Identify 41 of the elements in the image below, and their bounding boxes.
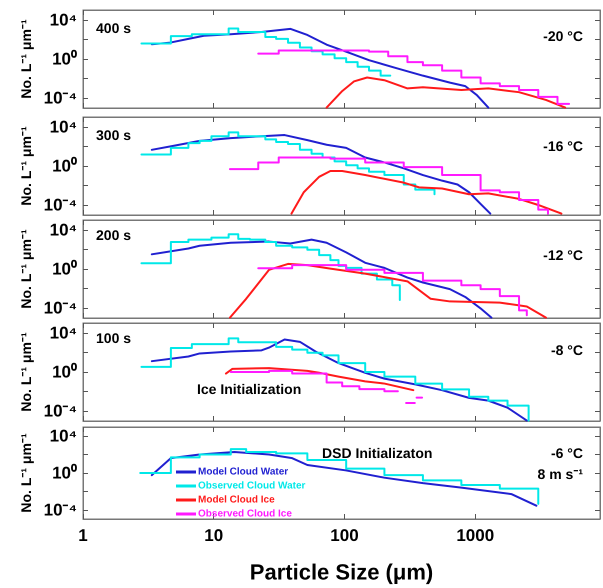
y-tick-label: 10⁰ xyxy=(52,156,77,176)
y-tick-label: 10⁻⁴ xyxy=(44,298,77,318)
y-tick-label: 10⁻⁴ xyxy=(44,500,77,520)
legend-label: Model Cloud Ice xyxy=(198,494,276,506)
y-tick-label: 10⁴ xyxy=(50,323,77,342)
y-tick-label: 10⁴ xyxy=(50,10,77,30)
y-axis-title: No. L⁻¹ μm⁻¹ xyxy=(18,229,34,309)
annotation: 400 s xyxy=(96,20,132,36)
annotation: 8 m s⁻¹ xyxy=(538,466,584,482)
annotation: -16 °C xyxy=(543,138,584,154)
x-axis-title: Particle Size (μm) xyxy=(250,560,434,584)
x-tick-label: 10 xyxy=(204,526,224,545)
y-axis-title: No. L⁻¹ μm⁻¹ xyxy=(18,433,34,513)
annotation: 300 s xyxy=(96,127,132,143)
x-tick-label: 100 xyxy=(330,526,359,545)
annotation: -8 °C xyxy=(550,342,583,358)
y-tick-label: 10⁰ xyxy=(52,260,77,278)
y-tick-label: 10⁰ xyxy=(52,362,77,382)
y-tick-label: 10⁴ xyxy=(50,426,77,446)
annotation: 200 s xyxy=(96,227,132,243)
y-tick-label: 10⁻⁴ xyxy=(44,88,77,108)
annotation: -12 °C xyxy=(543,247,584,263)
y-tick-label: 10⁰ xyxy=(52,464,77,482)
y-tick-label: 10⁻⁴ xyxy=(44,196,77,215)
y-tick-label: 10⁴ xyxy=(50,220,77,240)
legend-label: Observed Cloud Ice xyxy=(198,508,292,520)
x-tick-label: 1 xyxy=(78,526,88,545)
y-tick-label: 10⁰ xyxy=(52,50,77,68)
annotation: -6 °C xyxy=(550,445,583,461)
y-tick-label: 10⁴ xyxy=(50,117,77,136)
annotation: -20 °C xyxy=(543,28,584,44)
y-axis-title: No. L⁻¹ μm⁻¹ xyxy=(18,126,34,206)
legend-label: Observed Cloud Water xyxy=(198,480,306,492)
annotation: Ice Initialization xyxy=(197,381,302,397)
annotation: 100 s xyxy=(96,330,132,346)
annotation: DSD Initializaton xyxy=(322,445,432,461)
y-tick-label: 10⁻⁴ xyxy=(44,402,77,421)
y-axis-title: No. L⁻¹ μm⁻¹ xyxy=(18,332,34,412)
y-axis-title: No. L⁻¹ μm⁻¹ xyxy=(18,19,34,99)
legend-label: Model Cloud Water xyxy=(198,466,288,478)
x-tick-label: 1000 xyxy=(456,526,494,545)
